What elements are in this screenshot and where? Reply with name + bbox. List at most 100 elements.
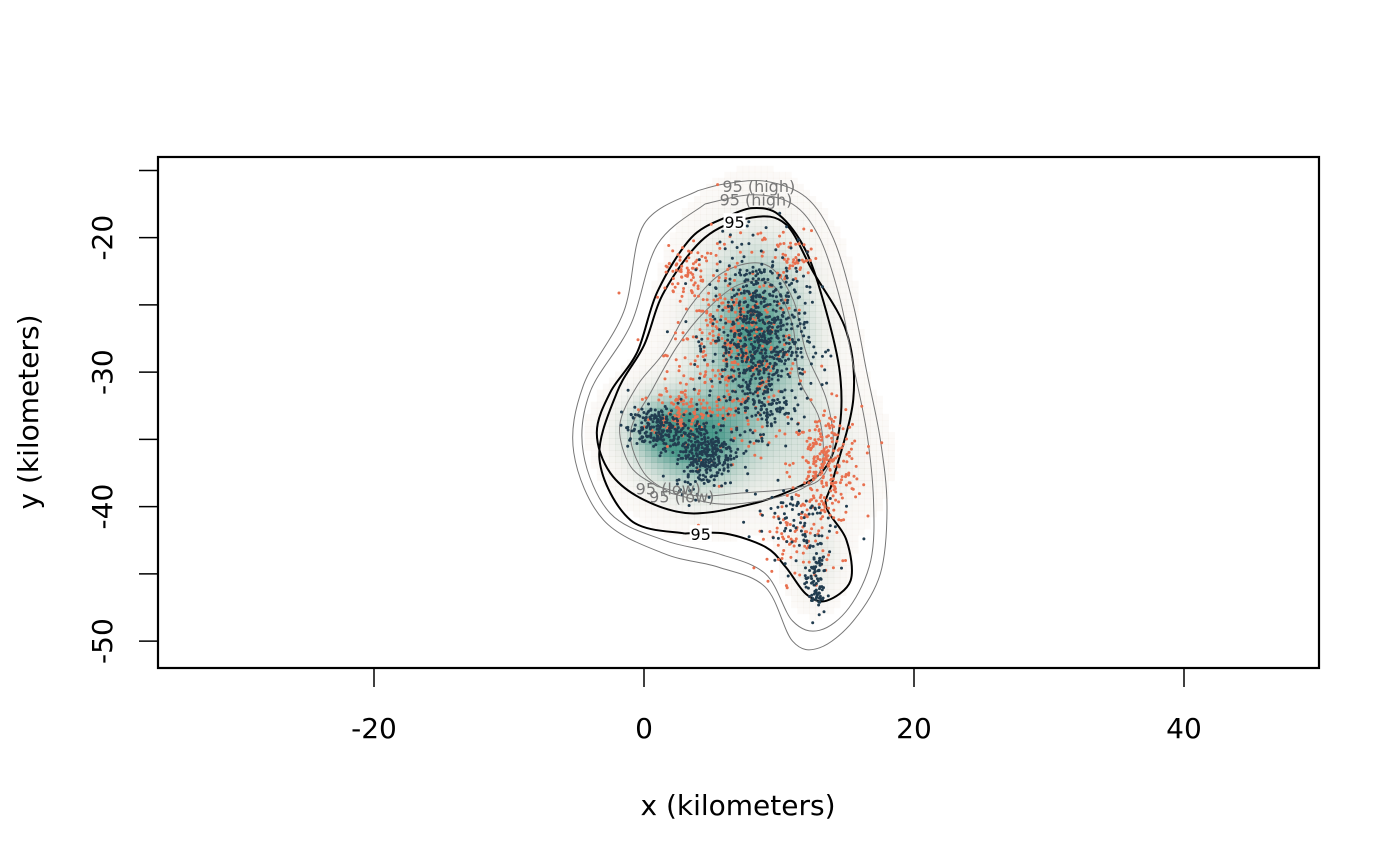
density-cell	[809, 553, 817, 560]
density-cell	[772, 468, 780, 475]
density-cell	[803, 377, 810, 385]
density-cell	[700, 298, 707, 306]
density-cell	[833, 341, 841, 348]
density-cell	[712, 202, 719, 209]
location-point	[840, 478, 843, 482]
density-cell	[815, 389, 823, 397]
density-cell	[833, 238, 841, 246]
location-point	[755, 325, 758, 329]
location-point	[733, 294, 736, 298]
density-cell	[706, 347, 713, 354]
location-point	[793, 571, 797, 575]
density-cell	[882, 413, 889, 421]
density-cell	[845, 268, 853, 276]
density-cell	[809, 244, 817, 252]
density-cell	[821, 492, 829, 500]
density-cell	[785, 171, 792, 179]
location-point	[715, 242, 719, 246]
location-point	[710, 459, 714, 463]
interval-contour	[572, 179, 888, 651]
density-cell	[876, 504, 883, 512]
density-cell	[736, 480, 744, 488]
density-cell	[748, 238, 756, 246]
density-cell	[858, 377, 865, 385]
interval-contour	[581, 194, 875, 632]
density-cell	[730, 317, 738, 324]
density-cell	[821, 244, 829, 252]
density-cell	[700, 317, 707, 324]
density-cell	[772, 311, 780, 318]
location-point	[668, 421, 672, 425]
location-point	[803, 301, 807, 305]
density-cell	[694, 347, 701, 354]
density-cell	[675, 377, 683, 385]
density-cell	[754, 341, 762, 348]
density-cell	[730, 171, 738, 179]
location-point	[689, 251, 693, 254]
location-point	[696, 420, 699, 424]
location-point	[743, 406, 747, 410]
density-cell	[791, 547, 798, 554]
density-cell	[724, 323, 731, 330]
density-cell	[882, 444, 889, 451]
location-point	[746, 383, 749, 387]
location-point	[797, 543, 801, 547]
density-cell	[827, 341, 835, 348]
location-point	[681, 290, 685, 294]
density-cell	[675, 504, 683, 512]
density-cell	[845, 323, 853, 330]
density-cell	[827, 504, 835, 512]
density-cell	[627, 480, 634, 488]
density-cell	[718, 438, 725, 445]
density-cell	[657, 323, 665, 330]
location-point	[835, 433, 839, 437]
location-point	[767, 321, 770, 325]
density-cell	[687, 311, 695, 318]
density-cell	[754, 425, 762, 433]
density-cell	[803, 522, 810, 530]
location-point	[731, 439, 735, 443]
location-point	[766, 579, 770, 583]
location-point	[850, 441, 854, 445]
density-cell	[851, 292, 859, 300]
density-cell	[791, 438, 798, 445]
density-cell	[657, 365, 665, 373]
location-point	[760, 348, 764, 352]
density-cell	[700, 432, 707, 439]
density-cell	[687, 274, 695, 282]
density-cell	[718, 220, 725, 227]
location-point	[808, 466, 812, 470]
density-cell	[821, 353, 829, 360]
density-cell	[766, 274, 774, 282]
density-cell	[633, 438, 640, 445]
density-cell	[772, 510, 780, 518]
density-cell	[845, 347, 853, 354]
density-cell	[851, 534, 859, 542]
density-cell	[785, 486, 792, 494]
location-point	[699, 402, 703, 406]
location-point	[809, 362, 813, 366]
density-cell	[627, 486, 634, 494]
density-cell	[687, 262, 695, 270]
location-point	[774, 248, 778, 252]
density-cell	[657, 510, 665, 518]
density-cell	[779, 528, 786, 536]
density-cell	[845, 516, 853, 524]
density-cell	[785, 589, 792, 596]
density-cell	[645, 456, 652, 463]
density-cell	[633, 425, 640, 433]
location-point	[824, 350, 828, 354]
density-cell	[815, 341, 823, 348]
location-point	[739, 231, 743, 235]
density-cell	[694, 214, 701, 221]
location-point	[733, 278, 736, 282]
density-cell	[797, 371, 804, 379]
location-point	[761, 296, 765, 300]
location-point	[790, 322, 794, 326]
density-cell	[833, 474, 841, 482]
location-point	[793, 396, 797, 400]
density-cell	[657, 492, 665, 500]
density-cell	[760, 480, 768, 488]
density-cell	[608, 474, 616, 482]
location-point	[762, 433, 765, 436]
